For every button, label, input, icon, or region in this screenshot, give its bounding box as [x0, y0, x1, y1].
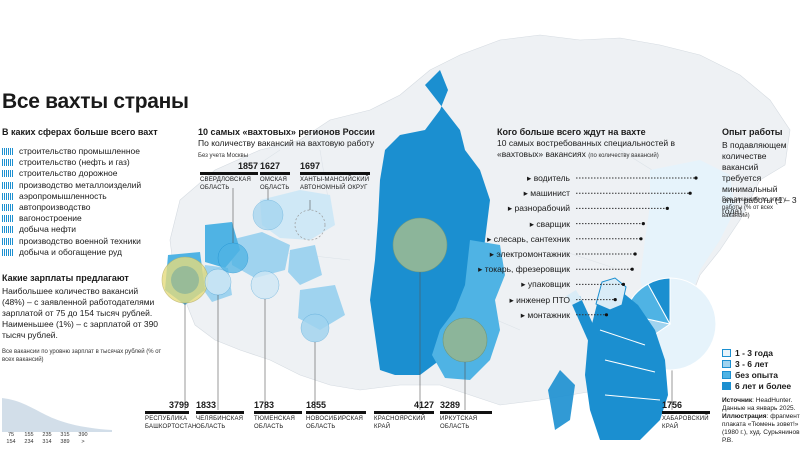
profession-bar-end [621, 282, 626, 286]
bars-icon [2, 204, 14, 212]
region-khmao [260, 190, 335, 240]
swatch-3-6 [722, 359, 731, 368]
legend-item: без опыта [722, 369, 791, 380]
salary-tick: 390 > [78, 432, 88, 445]
circle-tyumen [250, 270, 280, 300]
spheres-list: строительство промышленное строительство… [2, 146, 192, 258]
region-label-khmao: 1697 ХАНТЫ-МАНСИЙСКИЙ АВТОНОМНЫЙ ОКРУГ [300, 161, 370, 191]
spheres-heading: В каких сферах больше всего вахт [2, 127, 158, 137]
region-label-krasnoyarsk: 4127 КРАСНОЯРСКИЙ КРАЙ [374, 400, 434, 430]
profession-item: ▸ разнорабочий [507, 203, 570, 214]
bars-icon [2, 248, 14, 256]
experience-note: Все вакансии по опыту работы (% от всех … [722, 197, 787, 219]
salary-tick: 155 234 [24, 432, 34, 445]
profession-item: ▸ электромонтажник [489, 248, 570, 259]
region-label-omsk: 1627 ОМСКАЯ ОБЛАСТЬ [260, 161, 290, 191]
profession-item: ▸ токарь, фрезеровщик [478, 264, 570, 275]
sphere-item: автопроизводство [2, 202, 192, 213]
profession-item: ▸ слесарь, сантехник [487, 233, 570, 244]
profession-bar-end [630, 267, 634, 271]
profession-bar-end [633, 252, 637, 256]
profession-item: ▸ машинист [523, 188, 570, 199]
profession-bars [576, 176, 698, 317]
sphere-item: производство военной техники [2, 236, 192, 247]
profession-bar-end [665, 206, 669, 210]
bars-icon [2, 148, 14, 156]
professions-heading: Кого больше всего ждут на вахте [497, 127, 646, 137]
circle-krasnoyarsk [392, 217, 448, 273]
professions-list: ▸ водитель ▸ машинист ▸ разнорабочий ▸ с… [470, 171, 570, 323]
regions-heading: 10 самых «вахтовых» регионов России [198, 127, 375, 137]
experience-heading: Опыт работы [722, 127, 783, 137]
salary-tick: 235 314 [42, 432, 52, 445]
swatch-no-exp [722, 370, 731, 379]
legend-item: 3 - 6 лет [722, 358, 791, 369]
region-label-irkutsk: 3289 ИРКУТСКАЯ ОБЛАСТЬ [440, 400, 492, 431]
circle-khmao [294, 209, 326, 241]
salary-tick: 315 389 [60, 432, 70, 445]
page-title: Все вахты страны [2, 90, 189, 113]
region-label-chelyabinsk: 1833 ЧЕЛЯБИНСКАЯ ОБЛАСТЬ [196, 400, 244, 430]
source-note: Источник: HeadHunter. Данные на январь 2… [722, 397, 800, 444]
bars-icon [2, 181, 14, 189]
salary-ticks: 75 154 155 234 235 314 315 389 390 > [2, 432, 114, 446]
profession-item: ▸ сварщик [529, 218, 570, 229]
profession-bar-end [613, 298, 617, 302]
experience-legend: 1 - 3 года 3 - 6 лет без опыта 6 лет и б… [722, 347, 791, 391]
legend-item: 6 лет и более [722, 380, 791, 391]
sphere-item: добыча нефти [2, 224, 192, 235]
salary-note: Все вакансии по уровню зарплат в тысячах… [2, 349, 162, 363]
profession-bar-end [694, 176, 698, 180]
sphere-item: производство металлоизделий [2, 180, 192, 191]
regions-note: Без учета Москвы [198, 153, 249, 159]
profession-item: ▸ упаковщик [521, 279, 570, 290]
profession-item: ▸ инженер ПТО [509, 294, 570, 305]
profession-bar-end [604, 313, 609, 317]
region-label-khabarovsk: 1756 ХАБАРОВСКИЙ КРАЙ [662, 400, 710, 430]
bars-icon [2, 237, 14, 245]
swatch-6-plus [722, 381, 731, 390]
bars-icon [2, 192, 14, 200]
profession-item: ▸ водитель [527, 173, 570, 183]
region-label-sverdlovsk: 1857 СВЕРДЛОВСКАЯ ОБЛАСТЬ [200, 161, 258, 191]
salary-text: Наибольшее количество вакансий (48%) – с… [2, 286, 159, 340]
bars-icon [2, 159, 14, 167]
profession-item: ▸ монтажник [520, 309, 570, 320]
circle-bashkortostan-inner [171, 266, 199, 294]
region-label-bashkortostan: 3799 РЕСПУБЛИКА БАШКОРТОСТАН [145, 400, 197, 430]
salary-heading: Какие зарплаты предлагают [2, 273, 129, 283]
circle-sverdlovsk [217, 242, 249, 274]
circle-novosibirsk [300, 313, 330, 343]
region-label-tyumen: 1783 ТЮМЕНСКАЯ ОБЛАСТЬ [254, 400, 302, 431]
salary-tick: 75 154 [6, 432, 16, 445]
region-label-novosibirsk: 1855 НОВОСИБИРСКАЯ ОБЛАСТЬ [306, 400, 366, 431]
experience-text: В подавляющем количестве вакансий требуе… [722, 140, 797, 216]
circle-chelyabinsk [204, 268, 232, 296]
bars-icon [2, 226, 14, 234]
swatch-1-3 [722, 348, 731, 357]
profession-bar-end [688, 191, 692, 195]
sphere-item: вагоностроение [2, 213, 192, 224]
circle-irkutsk [442, 317, 488, 363]
bars-icon [2, 215, 14, 223]
sphere-item: строительство промышленное [2, 146, 192, 157]
sphere-item: аэропромышленность [2, 191, 192, 202]
regions-sub: По количеству вакансий на вахтовую работ… [198, 138, 375, 148]
circle-omsk [252, 199, 284, 231]
professions-sub: 10 самых востребованных специальностей в… [497, 138, 675, 159]
profession-bar-end [641, 222, 645, 226]
bars-icon [2, 170, 14, 178]
poster-worker-illustration [548, 277, 668, 440]
legend-item: 1 - 3 года [722, 347, 791, 358]
salary-area [2, 398, 112, 432]
sphere-item: строительство дорожное [2, 168, 192, 179]
region-omsk [288, 245, 322, 285]
sphere-item: добыча и обогащение руд [2, 247, 192, 258]
sphere-item: строительство (нефть и газ) [2, 157, 192, 168]
profession-bar-end [639, 237, 643, 241]
